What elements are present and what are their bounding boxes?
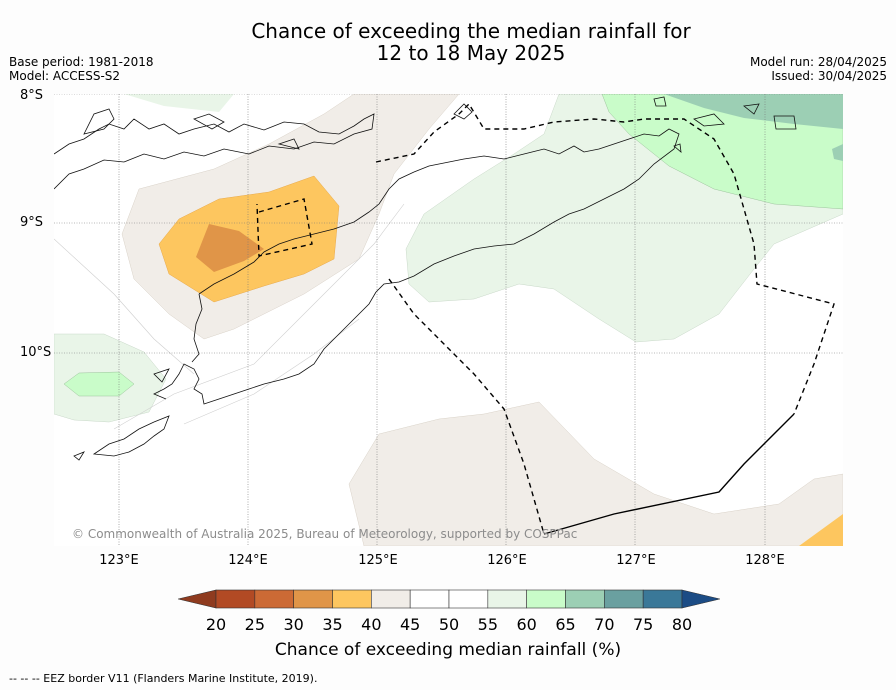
eez-legend-note: -- -- -- EEZ border V11 (Flanders Marine… bbox=[9, 672, 318, 685]
colorbar-tick-label: 80 bbox=[671, 615, 693, 634]
chart-title: Chance of exceeding the median rainfall … bbox=[0, 20, 896, 64]
model-run: Model run: 28/04/2025 bbox=[749, 55, 887, 69]
colorbar-tick-label: 25 bbox=[244, 615, 265, 634]
colorbar-extend-high bbox=[681, 589, 720, 609]
colorbar-segment bbox=[565, 589, 605, 609]
rainfall-map: © Commonwealth of Australia 2025, Bureau… bbox=[54, 94, 843, 546]
colorbar bbox=[178, 589, 720, 609]
colorbar-tick-label: 70 bbox=[594, 615, 615, 634]
colorbar-tick-label: 35 bbox=[322, 615, 343, 634]
region-30-35 bbox=[196, 224, 264, 272]
colorbar-tick-label: 40 bbox=[361, 615, 382, 634]
colorbar-segment bbox=[642, 589, 683, 609]
colorbar-tick-label: 55 bbox=[477, 615, 498, 634]
region-70-75-northeast bbox=[664, 94, 843, 129]
colorbar-title: Chance of exceeding median rainfall (%) bbox=[274, 640, 622, 660]
colorbar-segment bbox=[448, 589, 489, 609]
colorbar-segment bbox=[332, 589, 372, 609]
colorbar-segment bbox=[293, 589, 333, 609]
region-65-70-west bbox=[63, 371, 135, 397]
meta-right: Model run: 28/04/2025 Issued: 30/04/2025 bbox=[749, 55, 887, 83]
lat-label-8s: 8°S bbox=[20, 88, 44, 103]
colorbar-tick-label: 75 bbox=[632, 615, 654, 634]
lon-label-124e: 124°E bbox=[228, 553, 268, 568]
lon-label-126e: 126°E bbox=[487, 553, 527, 568]
region-60-65-north bbox=[124, 94, 234, 112]
lon-label-125e: 125°E bbox=[358, 553, 398, 568]
base-period: Base period: 1981-2018 bbox=[9, 55, 154, 69]
region-70-75-edge bbox=[832, 144, 843, 161]
colorbar-tick-label: 45 bbox=[399, 615, 421, 634]
colorbar-segment bbox=[254, 589, 294, 609]
lon-label-128e: 128°E bbox=[745, 553, 785, 568]
colorbar-segment bbox=[526, 589, 566, 609]
lat-label-9s: 9°S bbox=[20, 215, 44, 230]
colorbar-segment bbox=[604, 589, 644, 609]
eez-border bbox=[256, 102, 835, 535]
model-name: Model: ACCESS-S2 bbox=[9, 68, 121, 83]
colorbar-tick-label: 50 bbox=[438, 615, 460, 634]
region-35-40-southeast bbox=[799, 514, 843, 546]
graticule bbox=[54, 94, 843, 546]
title-line-1: Chance of exceeding the median rainfall … bbox=[251, 19, 691, 43]
colorbar-extend-low bbox=[178, 589, 217, 609]
colorbar-segment bbox=[487, 589, 527, 609]
colorbar-segment bbox=[371, 589, 411, 609]
colorbar-segment bbox=[215, 589, 256, 609]
lon-label-123e: 123°E bbox=[99, 553, 139, 568]
colorbar-tick-label: 20 bbox=[205, 615, 227, 634]
colorbar-tick-label: 65 bbox=[555, 615, 576, 634]
copyright-text: © Commonwealth of Australia 2025, Bureau… bbox=[72, 527, 577, 541]
region-40-45-south bbox=[348, 401, 843, 546]
eez-solid-border bbox=[543, 413, 795, 535]
colorbar-tick-label: 30 bbox=[283, 615, 304, 634]
region-65-70-northeast bbox=[601, 94, 843, 210]
title-line-2: 12 to 18 May 2025 bbox=[376, 41, 566, 65]
coastlines bbox=[54, 96, 797, 461]
lon-label-127e: 127°E bbox=[616, 553, 656, 568]
colorbar-tick-label: 60 bbox=[516, 615, 537, 634]
colorbar-segments bbox=[178, 589, 720, 609]
colorbar-segment bbox=[409, 589, 450, 609]
issued-date: Issued: 30/04/2025 bbox=[771, 68, 887, 83]
lat-label-10s: 10°S bbox=[20, 345, 52, 360]
meta-left: Base period: 1981-2018 Model: ACCESS-S2 bbox=[9, 55, 154, 83]
